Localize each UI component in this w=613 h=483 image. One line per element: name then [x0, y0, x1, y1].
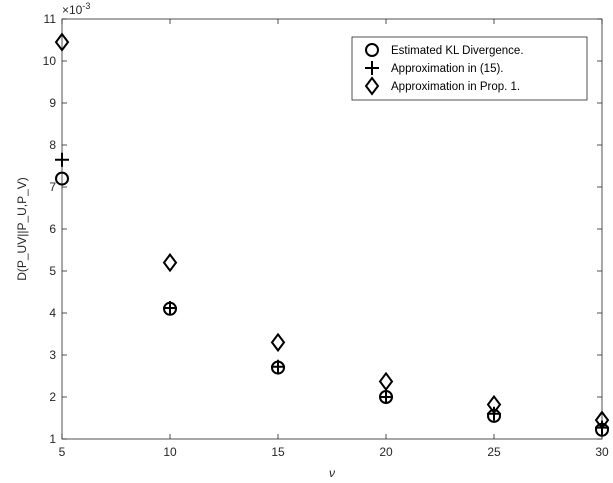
legend-label: Approximation in Prop. 1.	[391, 81, 520, 93]
x-tick-label: 25	[487, 445, 501, 459]
circle-marker	[55, 171, 69, 186]
legend-items: Estimated KL Divergence. Approximation in…	[364, 43, 524, 96]
diamond-marker	[594, 410, 610, 430]
x-tick-labels: 5 10 15 20 25 30	[59, 445, 609, 459]
legend-plus-marker	[365, 61, 379, 75]
legend-box	[351, 36, 588, 101]
y-tick-label: 7	[49, 180, 56, 194]
y-tick-label: 3	[49, 348, 56, 362]
y-tick-label: 6	[49, 222, 56, 236]
y-multiplier-label: ×10-3	[62, 1, 90, 17]
y-tick-label: 10	[43, 54, 57, 68]
y-multiplier-base: ×10	[62, 3, 83, 17]
legend-circle-marker	[365, 43, 379, 57]
y-tick-labels: 1 2 3 4 5 6 7 8 9 10 11	[43, 12, 57, 446]
legend: Estimated KL Divergence. Approximation in…	[351, 36, 588, 101]
x-tick-label: 20	[379, 445, 393, 459]
x-tick-label: 10	[163, 445, 177, 459]
y-tick-label: 8	[49, 138, 56, 152]
legend-label: Estimated KL Divergence.	[391, 45, 524, 57]
tick-marks	[61, 18, 603, 440]
legend-item: Approximation in Prop. 1.	[364, 76, 520, 96]
legend-label: Approximation in (15).	[391, 63, 504, 75]
x-tick-label: 15	[271, 445, 285, 459]
plus-marker	[163, 300, 177, 315]
legend-item: Approximation in (15).	[365, 61, 504, 75]
x-axis-label: ν	[329, 466, 335, 480]
y-tick-label: 5	[49, 264, 56, 278]
y-tick-label: 11	[44, 12, 57, 26]
y-tick-label: 1	[49, 432, 56, 446]
y-tick-label: 9	[49, 96, 56, 110]
diamond-marker	[162, 252, 178, 273]
y-tick-label: 2	[49, 390, 56, 404]
y-tick-label: 4	[49, 306, 56, 320]
y-axis-label: D(P_UV||P_U,P_V)	[15, 177, 29, 281]
diamond-marker	[486, 394, 502, 415]
series-plus	[55, 152, 609, 435]
plus-marker	[271, 359, 285, 374]
x-tick-label: 30	[595, 445, 609, 459]
plus-marker	[55, 152, 69, 167]
data-markers	[54, 32, 610, 437]
x-tick-label: 5	[59, 445, 66, 459]
series-diamond	[54, 32, 610, 430]
y-multiplier-exponent: -3	[82, 1, 90, 11]
diamond-marker	[54, 32, 70, 52]
diamond-marker	[270, 332, 286, 353]
legend-diamond-marker	[364, 76, 380, 96]
legend-item: Estimated KL Divergence.	[365, 43, 524, 57]
plus-marker	[379, 390, 393, 404]
diamond-marker	[378, 371, 394, 392]
